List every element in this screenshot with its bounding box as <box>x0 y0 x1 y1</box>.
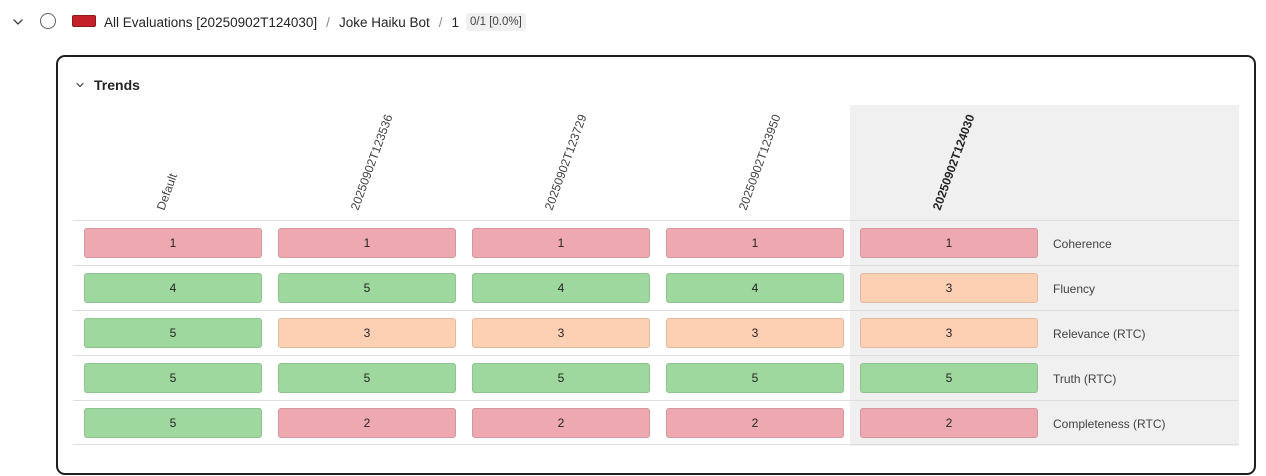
column-header[interactable]: 20250902T124030 <box>849 105 1043 220</box>
score-cell[interactable]: 1 <box>472 228 650 258</box>
breadcrumb-separator: / <box>438 14 443 30</box>
score-cell[interactable]: 2 <box>472 408 650 438</box>
score-cell[interactable]: 1 <box>860 228 1038 258</box>
metric-row: 5 5 5 5 5 Truth (RTC) <box>73 355 1239 400</box>
score-cell[interactable]: 1 <box>84 228 262 258</box>
score-cell[interactable]: 3 <box>666 318 844 348</box>
score-cell[interactable]: 5 <box>860 363 1038 393</box>
column-header-label: 20250902T123729 <box>541 112 590 212</box>
score-cell[interactable]: 3 <box>860 318 1038 348</box>
breadcrumb-all-evaluations[interactable]: All Evaluations [20250902T124030] <box>104 14 318 30</box>
column-header[interactable]: Default <box>73 105 267 220</box>
score-cell[interactable]: 5 <box>84 408 262 438</box>
breadcrumb-joke-haiku-bot[interactable]: Joke Haiku Bot <box>338 14 430 30</box>
chevron-down-icon[interactable] <box>10 14 26 30</box>
trends-header[interactable]: Trends <box>74 75 140 95</box>
score-cell[interactable]: 5 <box>472 363 650 393</box>
select-radio[interactable] <box>40 13 56 29</box>
score-cell[interactable]: 5 <box>84 318 262 348</box>
chevron-down-icon <box>76 82 84 88</box>
score-cell[interactable]: 1 <box>278 228 456 258</box>
pass-rate-badge: 0/1 [0.0%] <box>466 13 526 31</box>
metric-row: 5 2 2 2 2 Completeness (RTC) <box>73 400 1239 445</box>
score-cell[interactable]: 3 <box>472 318 650 348</box>
score-cell[interactable]: 5 <box>84 363 262 393</box>
score-cell[interactable]: 4 <box>666 273 844 303</box>
metric-label: Truth (RTC) <box>1053 371 1117 386</box>
score-cell[interactable]: 1 <box>666 228 844 258</box>
column-header[interactable]: 20250902T123729 <box>461 105 655 220</box>
metric-label: Coherence <box>1053 236 1112 251</box>
column-header[interactable]: 20250902T123950 <box>655 105 849 220</box>
score-cell[interactable]: 4 <box>472 273 650 303</box>
score-cell[interactable]: 5 <box>278 273 456 303</box>
score-cell[interactable]: 2 <box>860 408 1038 438</box>
score-cell[interactable]: 2 <box>666 408 844 438</box>
breadcrumb-item-number: 1 <box>451 14 460 30</box>
trends-title: Trends <box>94 77 140 93</box>
metric-label: Fluency <box>1053 281 1096 296</box>
metric-row: 4 5 4 4 3 Fluency <box>73 265 1239 310</box>
column-header-label: 20250902T123950 <box>735 112 784 212</box>
metric-row: 1 1 1 1 1 Coherence <box>73 220 1239 265</box>
column-header-label: 20250902T123536 <box>347 112 396 212</box>
score-cell[interactable]: 3 <box>860 273 1038 303</box>
status-flag-icon <box>72 15 96 27</box>
score-cell[interactable]: 4 <box>84 273 262 303</box>
column-header-label: Default <box>153 171 181 212</box>
breadcrumb: All Evaluations [20250902T124030] / Joke… <box>104 12 526 32</box>
trends-card: Trends Default 20250902T123536 20250902T12… <box>56 55 1256 475</box>
score-cell[interactable]: 5 <box>666 363 844 393</box>
column-header[interactable]: 20250902T123536 <box>267 105 461 220</box>
metric-row: 5 3 3 3 3 Relevance (RTC) <box>73 310 1239 355</box>
score-cell[interactable]: 3 <box>278 318 456 348</box>
column-header-label: 20250902T124030 <box>929 112 978 212</box>
metric-label: Completeness (RTC) <box>1053 416 1166 431</box>
score-cell[interactable]: 5 <box>278 363 456 393</box>
breadcrumb-separator: / <box>326 14 330 30</box>
metric-label: Relevance (RTC) <box>1053 326 1146 341</box>
evaluation-header: All Evaluations [20250902T124030] / Joke… <box>0 0 1266 42</box>
score-cell[interactable]: 2 <box>278 408 456 438</box>
trends-grid: Default 20250902T123536 20250902T123729 202… <box>73 105 1239 446</box>
